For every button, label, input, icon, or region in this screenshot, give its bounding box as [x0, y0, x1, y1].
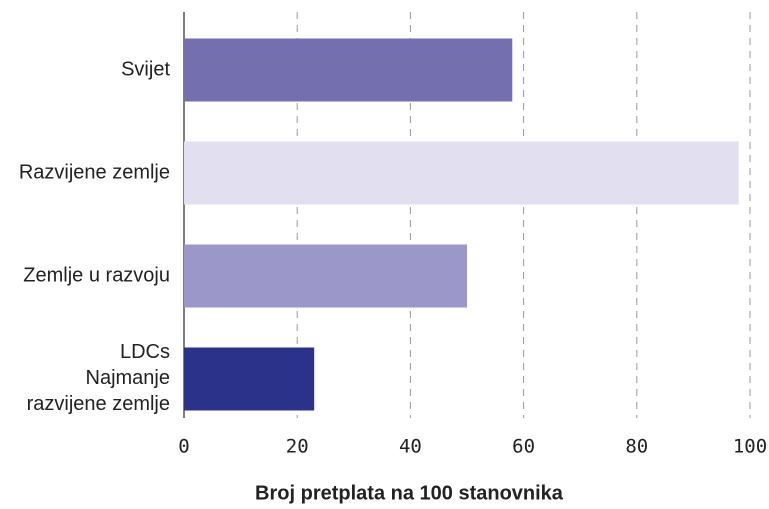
x-tick-label: 100 [733, 436, 767, 458]
x-tick-label: 20 [286, 436, 309, 458]
bar [184, 244, 467, 308]
x-tick-label: 80 [625, 436, 648, 458]
bar [184, 347, 315, 411]
x-tick-label: 0 [178, 436, 189, 458]
y-tick-label: Razvijene zemlje [19, 161, 170, 183]
bar [184, 141, 739, 205]
y-tick-label: Svijet [121, 58, 170, 80]
y-tick-label: LDCs Najmanje razvijene zemlje [27, 341, 170, 415]
x-tick-label: 40 [399, 436, 422, 458]
x-axis-title: Broj pretplata na 100 stanovnika [255, 482, 564, 504]
y-tick-label: Zemlje u razvoju [23, 264, 170, 286]
bar [184, 38, 513, 102]
x-tick-label: 60 [512, 436, 535, 458]
